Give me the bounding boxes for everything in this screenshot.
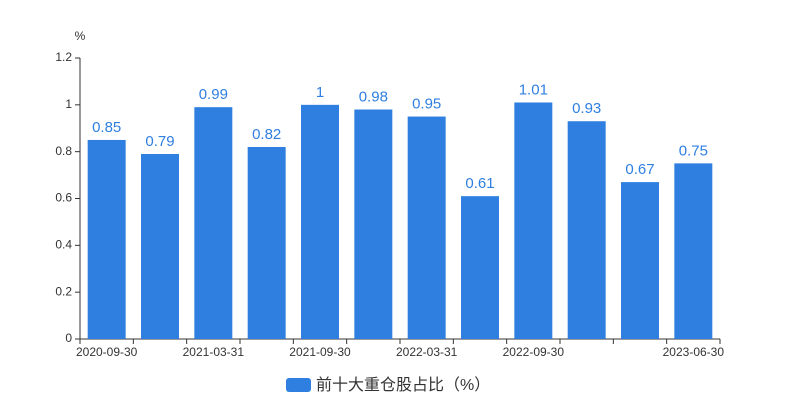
bar [194,107,233,339]
value-label: 0.67 [625,161,654,178]
x-tick-label: 2023-06-30 [663,345,725,359]
value-label: 0.61 [465,175,494,192]
x-tick-label: 2021-09-30 [289,345,351,359]
x-tick-label: 2021-03-31 [183,345,245,359]
y-tick-label: 0.8 [55,144,72,158]
value-label: 1 [316,84,324,101]
bar [407,116,446,340]
bar [567,121,606,339]
bar [87,139,126,339]
bar [461,196,499,339]
y-tick-label: 1.2 [55,50,72,64]
bar [301,104,339,339]
legend-label: 前十大重仓股占比（%） [316,376,490,394]
x-tick-label: 2022-03-31 [396,345,458,359]
value-label: 0.85 [92,119,121,136]
y-tick-label: 0.2 [55,284,72,298]
y-axis-label: % [75,29,86,43]
y-tick-label: 1 [65,97,72,111]
bar [674,163,713,339]
value-label: 0.95 [412,96,441,113]
y-tick-label: 0.4 [55,238,72,252]
legend-swatch [286,378,311,392]
x-tick-label: 2020-09-30 [76,345,138,359]
y-tick-label: 0 [65,331,72,345]
x-tick-label: 2022-09-30 [503,345,565,359]
bar [514,102,553,339]
value-label: 0.99 [199,86,228,103]
bar [621,182,659,339]
value-label: 1.01 [519,81,548,98]
value-label: 0.75 [679,142,708,159]
bar [354,109,393,340]
bar [247,146,286,339]
value-label: 0.82 [252,126,281,143]
y-tick-label: 0.6 [55,191,72,205]
value-label: 0.98 [359,88,388,105]
value-label: 0.79 [145,133,174,150]
value-label: 0.93 [572,100,601,117]
bar [141,154,179,339]
